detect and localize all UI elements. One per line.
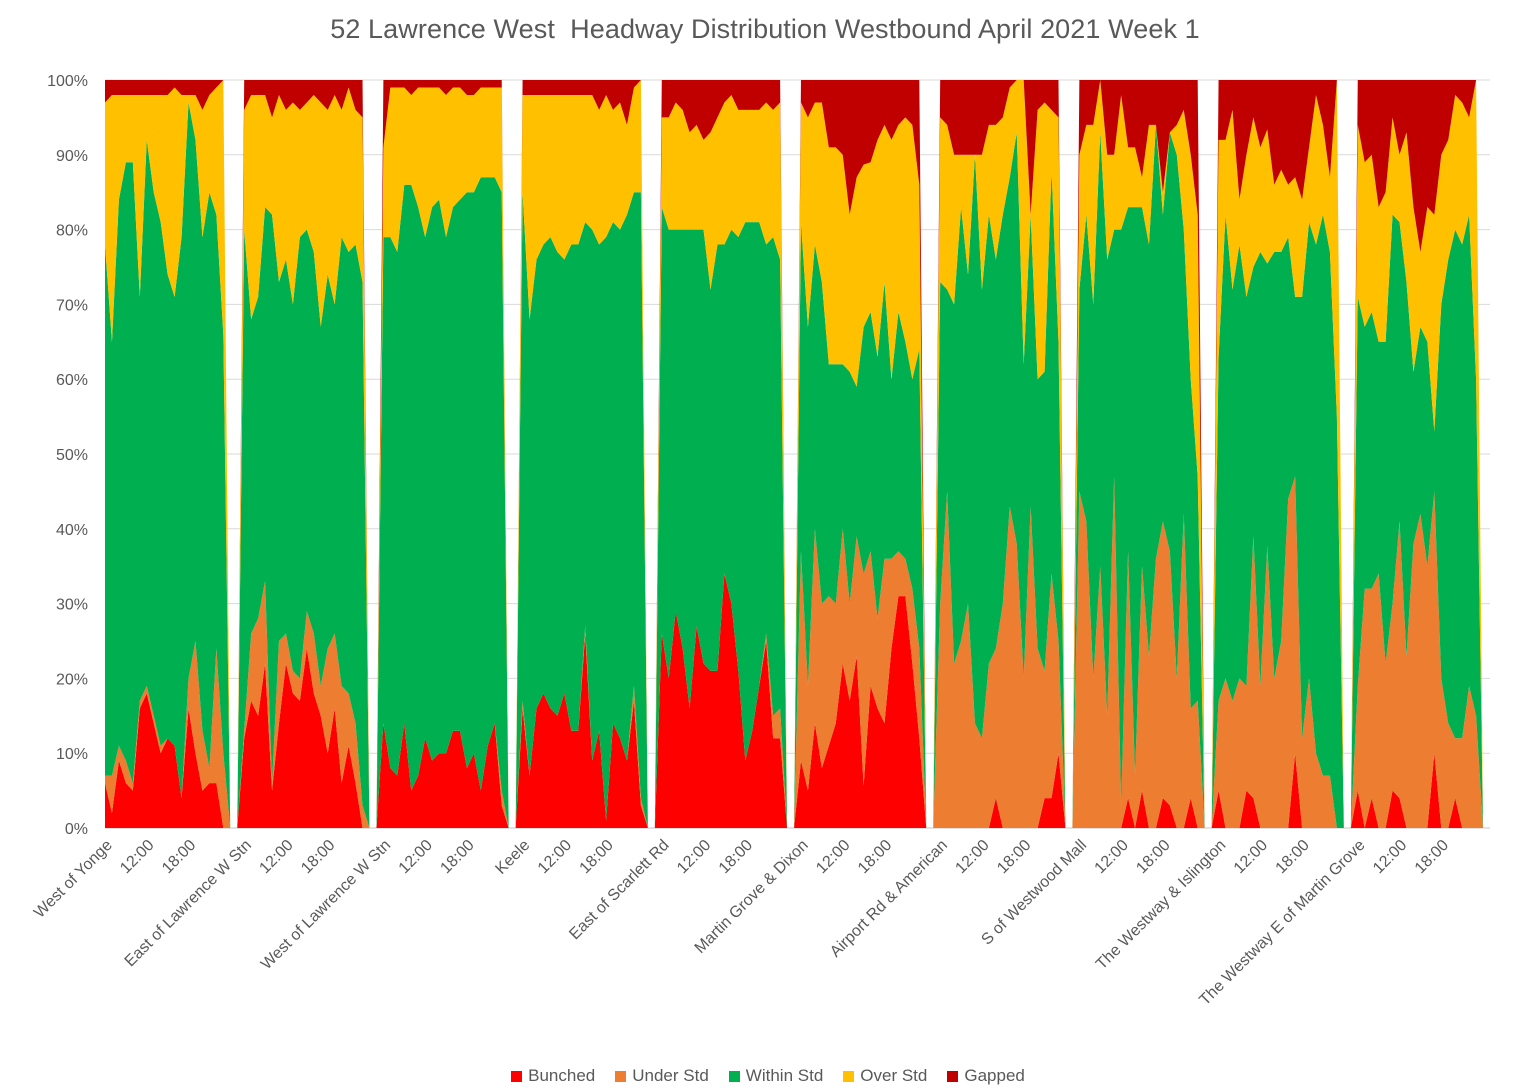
x-tick-time-label: 12:00 [1370,837,1410,877]
x-tick-time-label: 18:00 [577,837,617,877]
x-tick-time-label: 12:00 [256,837,296,877]
y-tick-label: 40% [56,522,88,539]
legend-item-gapped[interactable]: Gapped [947,1066,1025,1086]
y-tick-label: 60% [56,372,88,389]
x-tick-time-label: 12:00 [813,837,853,877]
y-tick-label: 20% [56,671,88,688]
x-tick-time-label: 18:00 [159,837,199,877]
x-tick-time-label: 12:00 [674,837,714,877]
legend-item-bunched[interactable]: Bunched [511,1066,595,1086]
legend-label-over-std: Over Std [860,1066,928,1085]
y-tick-label: 100% [47,73,88,90]
x-tick-stop-label: S of Westwood Mall [978,837,1090,949]
x-tick-time-label: 18:00 [437,837,477,877]
legend-swatch-over-std [843,1070,855,1082]
x-tick-stop-label: West of Yonge [31,837,116,922]
legend-swatch-within-std [728,1070,740,1082]
legend-label-bunched: Bunched [528,1066,596,1085]
y-tick-label: 30% [56,597,88,614]
legend-swatch-bunched [511,1070,523,1082]
x-tick-time-label: 18:00 [1133,837,1173,877]
x-tick-time-label: 18:00 [1273,837,1313,877]
area-bunched [105,573,1490,828]
area-gapped [105,80,1490,828]
y-tick-label: 70% [56,297,88,314]
y-tick-label: 50% [56,447,88,464]
legend-label-within-std: Within Std [745,1066,824,1085]
legend-item-under-std[interactable]: Under Std [615,1066,709,1086]
legend-swatch-gapped [947,1070,959,1082]
legend-item-within-std[interactable]: Within Std [728,1066,824,1086]
legend: Bunched Under Std Within Std Over Std Ga… [0,1066,1516,1086]
x-tick-time-label: 12:00 [952,837,992,877]
y-tick-label: 90% [56,148,88,165]
x-tick-stop-label: East of Scarlett Rd [566,837,672,943]
area-within-std [105,102,1490,828]
chart-title: 52 Lawrence West Headway Distribution We… [330,14,1200,44]
x-tick-time-label: 18:00 [298,837,338,877]
x-tick-time-label: 18:00 [994,837,1034,877]
legend-label-gapped: Gapped [964,1066,1025,1085]
x-tick-time-label: 12:00 [396,837,436,877]
y-tick-label: 80% [56,223,88,240]
legend-label-under-std: Under Std [632,1066,709,1085]
y-axis-ticks: 0% 10% 20% 30% 40% 50% 60% 70% 80% 90% 100% [47,73,88,838]
x-tick-time-label: 18:00 [855,837,895,877]
x-tick-stop-label: Martin Grove & Dixon [692,837,812,957]
x-tick-time-label: 12:00 [535,837,575,877]
x-tick-time-label: 18:00 [1412,837,1452,877]
area-series [105,80,1490,828]
legend-swatch-under-std [615,1070,627,1082]
y-tick-label: 10% [56,746,88,763]
y-tick-label: 0% [65,821,88,838]
area-under-std [105,476,1490,828]
x-tick-time-label: 12:00 [117,837,157,877]
x-tick-time-label: 12:00 [1231,837,1271,877]
x-tick-stop-label: Keele [492,837,533,878]
legend-item-over-std[interactable]: Over Std [843,1066,927,1086]
x-tick-time-label: 12:00 [1092,837,1132,877]
x-tick-time-label: 18:00 [716,837,756,877]
